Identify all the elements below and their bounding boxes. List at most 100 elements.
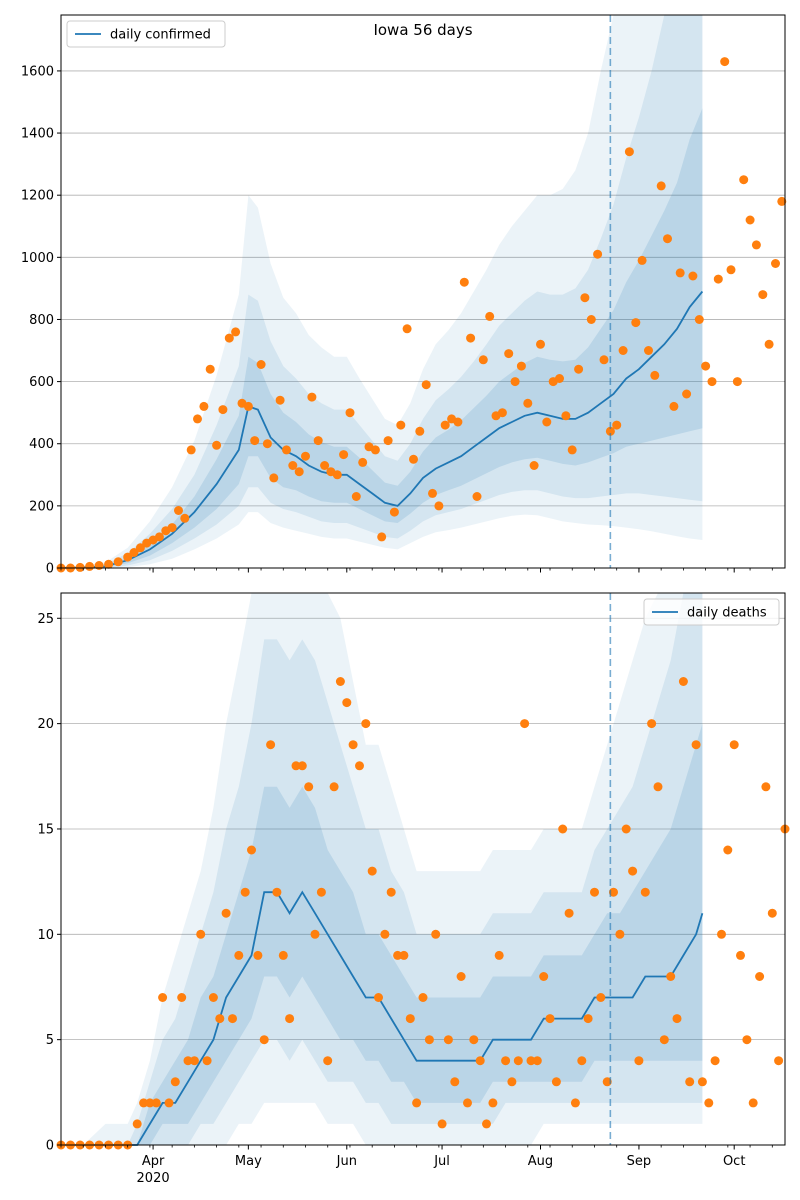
confirmed-y-tick-label: 1600 <box>21 64 54 79</box>
confirmed-data-point <box>656 181 666 191</box>
confirmed-data-point <box>701 361 711 371</box>
deaths-data-point <box>253 950 263 960</box>
confirmed-data-point <box>205 364 215 374</box>
deaths-data-point <box>539 972 549 981</box>
confirmed-data-point <box>707 377 717 387</box>
deaths-data-point <box>475 1056 485 1066</box>
confirmed-data-point <box>574 364 584 374</box>
deaths-data-point <box>501 1056 511 1066</box>
deaths-legend-label: daily deaths <box>687 606 767 621</box>
deaths-data-point <box>577 1056 587 1066</box>
deaths-data-point <box>310 929 320 939</box>
confirmed-band-inner <box>61 108 703 568</box>
confirmed-data-point <box>402 324 412 334</box>
confirmed-data-point <box>313 436 323 446</box>
deaths-data-point <box>602 1077 612 1087</box>
deaths-data-point <box>272 887 282 897</box>
deaths-data-point <box>361 719 371 729</box>
deaths-data-point <box>494 950 504 960</box>
deaths-data-point <box>767 908 777 918</box>
deaths-data-point <box>145 1098 155 1108</box>
deaths-data-point <box>666 972 676 981</box>
confirmed-data-point <box>370 445 380 455</box>
deaths-observed-points <box>56 677 790 1150</box>
confirmed-data-point <box>739 175 749 185</box>
confirmed-data-point <box>650 370 660 380</box>
deaths-y-tick-label: 25 <box>37 612 54 627</box>
deaths-data-point <box>583 1014 593 1024</box>
deaths-data-point <box>221 908 231 918</box>
deaths-x-tick-label: May <box>235 1154 262 1169</box>
deaths-data-point <box>278 950 288 960</box>
deaths-data-point <box>164 1098 174 1108</box>
confirmed-data-point <box>294 467 304 477</box>
confirmed-data-point <box>694 315 704 324</box>
deaths-data-point <box>647 719 657 729</box>
confirmed-legend: daily confirmed <box>66 20 226 48</box>
confirmed-data-point <box>301 451 310 461</box>
confirmed-data-point <box>478 355 488 365</box>
deaths-data-point <box>653 782 663 792</box>
deaths-data-point <box>615 929 625 939</box>
deaths-panel: 0 5 10 15 20 25 Apr May Jun Jul Aug Sep Oct 2020 da… <box>37 592 790 1186</box>
deaths-y-axis: 0 5 10 15 20 25 <box>37 612 61 1154</box>
confirmed-data-point <box>612 420 622 430</box>
confirmed-data-point <box>688 271 698 281</box>
deaths-data-point <box>697 1077 707 1087</box>
deaths-data-point <box>202 1056 212 1066</box>
deaths-x-tick-label: Oct <box>723 1154 745 1169</box>
deaths-data-point <box>634 1056 644 1066</box>
confirmed-data-point <box>504 349 514 359</box>
confirmed-data-point <box>751 240 761 250</box>
deaths-data-point <box>640 887 650 897</box>
confirmed-data-point <box>231 327 241 337</box>
deaths-data-point <box>285 1014 295 1024</box>
deaths-data-point <box>748 1098 758 1108</box>
deaths-data-point <box>348 740 358 750</box>
deaths-data-point <box>659 1035 669 1045</box>
deaths-data-point <box>367 866 377 876</box>
deaths-y-tick-label: 0 <box>46 1139 54 1154</box>
deaths-x-tick-label: Aug <box>528 1154 553 1169</box>
confirmed-data-point <box>193 414 202 424</box>
confirmed-data-point <box>631 318 641 328</box>
deaths-data-point <box>551 1077 561 1087</box>
deaths-data-point <box>297 761 307 771</box>
deaths-data-point <box>736 950 745 960</box>
deaths-data-point <box>335 677 345 686</box>
confirmed-data-point <box>434 501 444 511</box>
deaths-data-point <box>405 1014 415 1024</box>
confirmed-data-point <box>593 249 603 259</box>
confirmed-data-point <box>599 355 609 365</box>
confirmed-band-mid <box>61 15 703 568</box>
confirmed-data-point <box>174 506 183 515</box>
confirmed-data-point <box>104 559 114 569</box>
deaths-data-point <box>386 887 396 897</box>
confirmed-data-point <box>282 445 291 455</box>
deaths-data-point <box>621 824 631 834</box>
deaths-data-point <box>139 1098 149 1108</box>
confirmed-data-point <box>758 290 768 300</box>
confirmed-data-point <box>199 401 209 411</box>
confirmed-y-tick-label: 400 <box>29 437 54 452</box>
confirmed-data-point <box>764 339 774 349</box>
deaths-data-point <box>431 929 441 939</box>
confirmed-data-point <box>332 470 342 480</box>
deaths-data-point <box>685 1077 695 1087</box>
deaths-data-point <box>570 1098 580 1108</box>
deaths-x-axis: Apr May Jun Jul Aug Sep Oct <box>60 1145 773 1169</box>
deaths-legend: daily deaths <box>643 598 780 626</box>
deaths-data-point <box>399 950 409 960</box>
confirmed-data-point <box>288 461 298 470</box>
confirmed-data-point <box>351 492 361 501</box>
deaths-data-point <box>177 993 187 1002</box>
confirmed-data-point <box>605 426 615 436</box>
confirmed-y-tick-label: 600 <box>29 375 54 390</box>
confirmed-data-point <box>383 436 393 446</box>
confirmed-data-point <box>129 548 139 557</box>
confirmed-data-point <box>516 361 526 371</box>
confirmed-data-point <box>745 215 755 225</box>
confirmed-data-point <box>409 454 418 464</box>
deaths-legend-box <box>643 598 780 626</box>
deaths-band-inner <box>61 723 703 1145</box>
